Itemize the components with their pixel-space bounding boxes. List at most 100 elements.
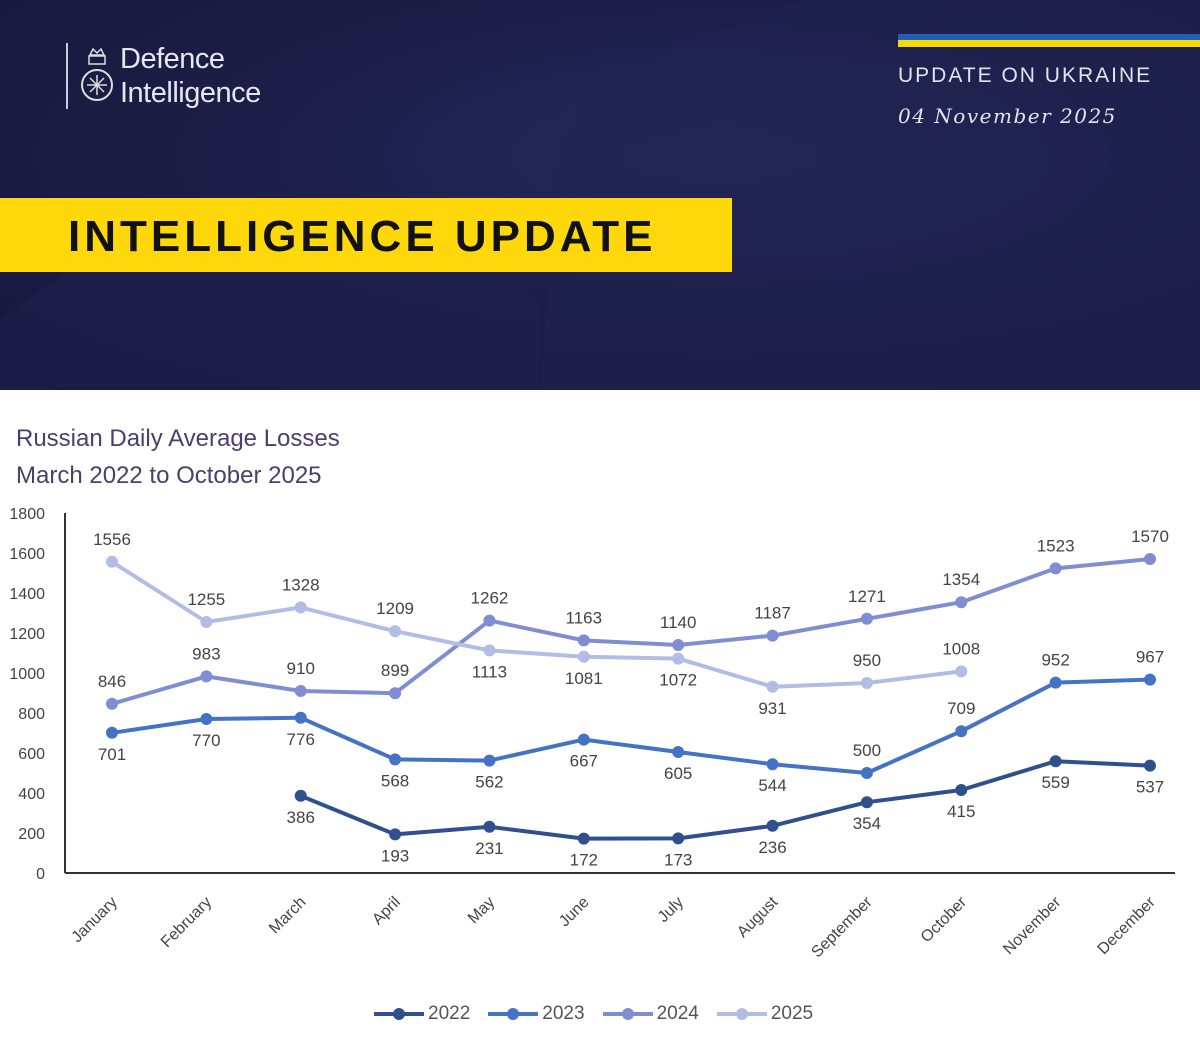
data-point-2022 [860,796,873,809]
x-tick-label: April [369,894,404,929]
legend-marker-icon [716,1008,767,1020]
banner-text: INTELLIGENCE UPDATE [68,212,657,261]
data-point-2024 [1049,562,1062,575]
legend-item-2025: 2025 [715,1003,813,1025]
chart-subtitle: March 2022 to October 2025 [16,462,322,489]
series-line-2025 [110,560,962,689]
legend-label: 2023 [542,1003,585,1024]
data-point-2023 [1144,673,1156,686]
logo-line1: Defence [120,43,225,75]
legend-label: 2025 [770,1003,814,1024]
data-label-2024: 1140 [660,613,697,632]
legend-label: 2022 [428,1003,471,1024]
data-label-2023: 667 [570,752,598,771]
data-label-2023: 605 [664,764,692,783]
data-label-2022: 193 [381,846,409,865]
data-point-2024 [577,634,590,647]
data-label-2022: 537 [1136,778,1164,797]
legend-item-2024: 2024 [601,1003,699,1025]
logo-line2: Intelligence [120,77,261,109]
data-label-2023: 562 [475,773,503,792]
data-label-2024: 910 [287,659,315,678]
data-label-2022: 173 [664,850,692,869]
data-label-2025: 1113 [472,662,507,681]
data-label-2023: 701 [98,745,126,764]
y-tick-label: 1400 [9,586,45,603]
legend-item-2023: 2023 [486,1003,585,1025]
data-point-2023 [106,726,118,739]
data-point-2022 [1144,759,1156,772]
data-point-2022 [577,832,590,845]
data-point-2023 [294,711,307,724]
data-label-2024: 1354 [942,570,980,589]
series-line-2022 [299,759,1151,841]
data-label-2025: 1328 [282,575,320,594]
data-point-2022 [389,828,402,841]
data-point-2022 [294,789,307,802]
data-point-2023 [200,713,213,725]
data-point-2023 [672,746,685,758]
y-tick-label: 1600 [9,546,45,563]
data-label-2023: 544 [758,776,786,795]
data-point-2024 [860,612,873,625]
legend-marker-icon [374,1008,424,1020]
data-label-2022: 559 [1041,773,1069,792]
data-point-2025 [577,650,590,663]
data-label-2025: 1556 [93,530,131,549]
y-tick-label: 600 [18,746,45,763]
data-label-2024: 1163 [566,608,603,627]
legend-marker-icon [488,1008,539,1020]
chart-title: Russian Daily Average Losses [16,425,340,452]
data-point-2024 [672,639,685,651]
data-point-2022 [1049,755,1062,768]
data-point-2025 [672,652,685,665]
data-point-2024 [389,687,402,700]
data-label-2025: 1008 [942,639,980,658]
data-label-2022: 172 [570,851,598,870]
header-banner: Defence Intelligence UPDATE ON UKRAINE 0… [0,0,1200,390]
data-point-2025 [860,677,873,689]
data-point-2025 [106,555,118,568]
legend-marker-icon [602,1008,653,1020]
data-point-2022 [672,832,685,845]
ukraine-flag-stripe [898,34,1200,47]
data-point-2024 [294,685,307,697]
data-label-2022: 231 [475,839,503,858]
data-label-2025: 1072 [659,671,697,690]
x-tick-label: September [808,893,876,961]
series-line-2023 [111,677,1151,775]
data-point-2023 [577,733,590,746]
y-tick-label: 1800 [9,506,45,523]
x-tick-label: November [1000,893,1065,958]
crest-icon [81,47,113,101]
data-point-2022 [483,820,496,833]
data-point-2024 [955,596,968,609]
update-date: 04 November 2025 [898,104,1117,128]
intelligence-update-banner: INTELLIGENCE UPDATE [0,198,732,272]
legend-label: 2024 [656,1003,699,1024]
data-label-2024: 899 [381,661,409,680]
x-tick-label: July [655,894,687,926]
y-tick-label: 1200 [9,626,45,643]
data-label-2023: 709 [947,699,975,718]
data-point-2025 [766,680,779,693]
defence-intelligence-logo: Defence Intelligence [66,42,261,110]
y-tick-label: 200 [18,826,45,843]
y-tick-label: 800 [18,706,45,723]
data-label-2024: 1570 [1131,527,1169,546]
data-label-2025: 950 [853,651,881,670]
data-point-2023 [860,767,873,779]
data-label-2023: 776 [287,730,315,749]
x-tick-label: May [465,894,498,927]
data-point-2022 [766,819,779,832]
data-point-2025 [483,644,496,657]
data-point-2025 [955,665,968,678]
data-point-2024 [766,629,779,642]
legend-item-2022: 2022 [372,1003,470,1025]
data-label-2022: 236 [758,838,786,857]
data-point-2025 [200,616,213,628]
x-tick-label: February [158,894,215,951]
x-tick-label: March [266,894,309,937]
data-point-2022 [955,784,968,796]
y-tick-label: 1000 [9,666,45,683]
